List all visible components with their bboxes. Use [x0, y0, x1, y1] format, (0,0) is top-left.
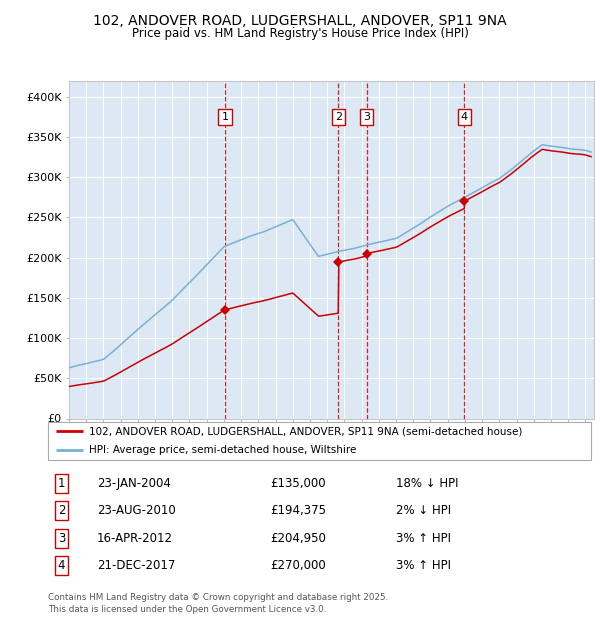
Text: £204,950: £204,950 [271, 532, 326, 545]
Text: 4: 4 [58, 559, 65, 572]
Text: HPI: Average price, semi-detached house, Wiltshire: HPI: Average price, semi-detached house,… [89, 445, 356, 456]
Text: 102, ANDOVER ROAD, LUDGERSHALL, ANDOVER, SP11 9NA: 102, ANDOVER ROAD, LUDGERSHALL, ANDOVER,… [93, 14, 507, 29]
Text: 4: 4 [461, 112, 468, 122]
Text: 1: 1 [58, 477, 65, 490]
Text: Price paid vs. HM Land Registry's House Price Index (HPI): Price paid vs. HM Land Registry's House … [131, 27, 469, 40]
Text: 102, ANDOVER ROAD, LUDGERSHALL, ANDOVER, SP11 9NA (semi-detached house): 102, ANDOVER ROAD, LUDGERSHALL, ANDOVER,… [89, 426, 522, 436]
Text: 23-AUG-2010: 23-AUG-2010 [97, 505, 176, 517]
Text: Contains HM Land Registry data © Crown copyright and database right 2025.
This d: Contains HM Land Registry data © Crown c… [48, 593, 388, 614]
Text: £270,000: £270,000 [271, 559, 326, 572]
Text: 23-JAN-2004: 23-JAN-2004 [97, 477, 171, 490]
Text: £135,000: £135,000 [271, 477, 326, 490]
Text: 3% ↑ HPI: 3% ↑ HPI [395, 532, 451, 545]
Text: 3% ↑ HPI: 3% ↑ HPI [395, 559, 451, 572]
Text: 3: 3 [363, 112, 370, 122]
Text: 2: 2 [58, 505, 65, 517]
Text: 2% ↓ HPI: 2% ↓ HPI [395, 505, 451, 517]
Text: £194,375: £194,375 [271, 505, 326, 517]
Text: 21-DEC-2017: 21-DEC-2017 [97, 559, 175, 572]
Text: 18% ↓ HPI: 18% ↓ HPI [395, 477, 458, 490]
Text: 2: 2 [335, 112, 342, 122]
Text: 16-APR-2012: 16-APR-2012 [97, 532, 173, 545]
Text: 3: 3 [58, 532, 65, 545]
Text: 1: 1 [221, 112, 229, 122]
FancyBboxPatch shape [48, 422, 591, 460]
